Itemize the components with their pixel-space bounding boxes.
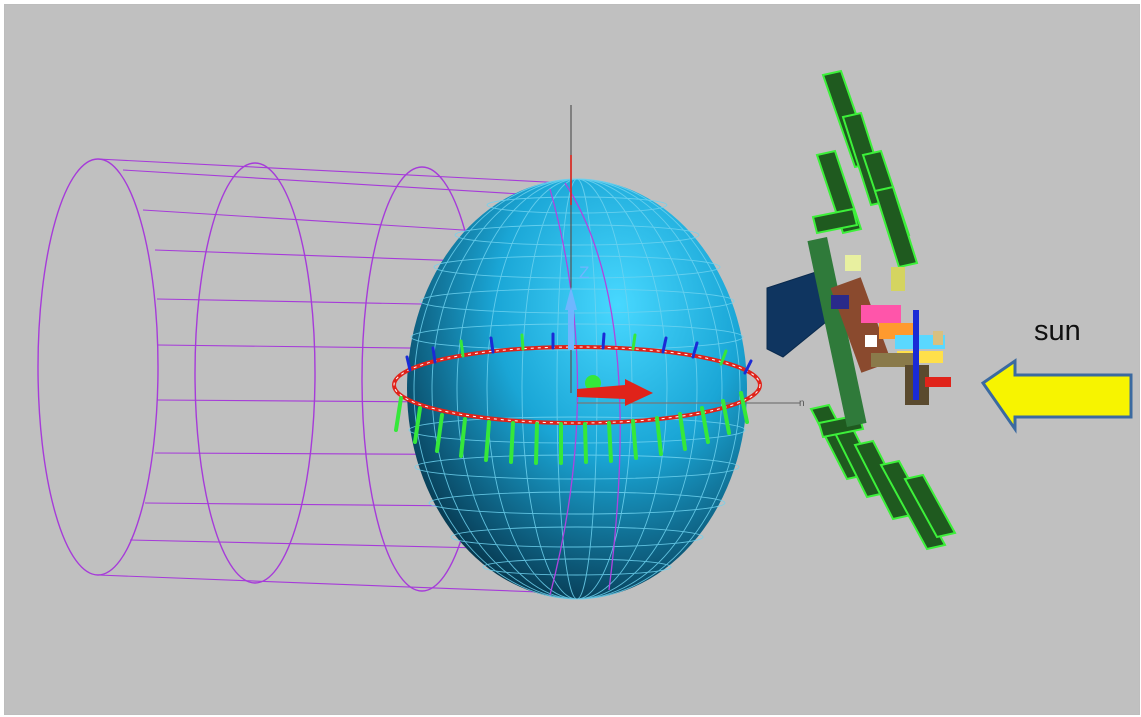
origin-marker <box>585 375 601 391</box>
space-station <box>766 69 957 551</box>
arrow-left-icon <box>980 358 1133 434</box>
upper-solar-arrays <box>811 69 919 269</box>
sun-label: sun <box>1034 315 1081 347</box>
lower-solar-arrays <box>809 403 957 551</box>
local-axes <box>565 287 653 406</box>
cylinder-ring-2 <box>194 162 316 584</box>
cylinder-ring-1 <box>37 158 159 576</box>
earth-grid <box>408 178 746 600</box>
z-axis-arrow <box>565 287 577 350</box>
station-truss <box>766 236 951 428</box>
orbit-velocity-vectors <box>394 332 753 465</box>
n-axis-label: n <box>799 398 805 409</box>
orbit-scene <box>37 69 1133 600</box>
render-viewport: Z n sun <box>4 4 1140 715</box>
orbit-ring <box>392 332 762 465</box>
z-axis-label: Z <box>579 263 590 282</box>
x-axis-arrow <box>577 379 653 406</box>
